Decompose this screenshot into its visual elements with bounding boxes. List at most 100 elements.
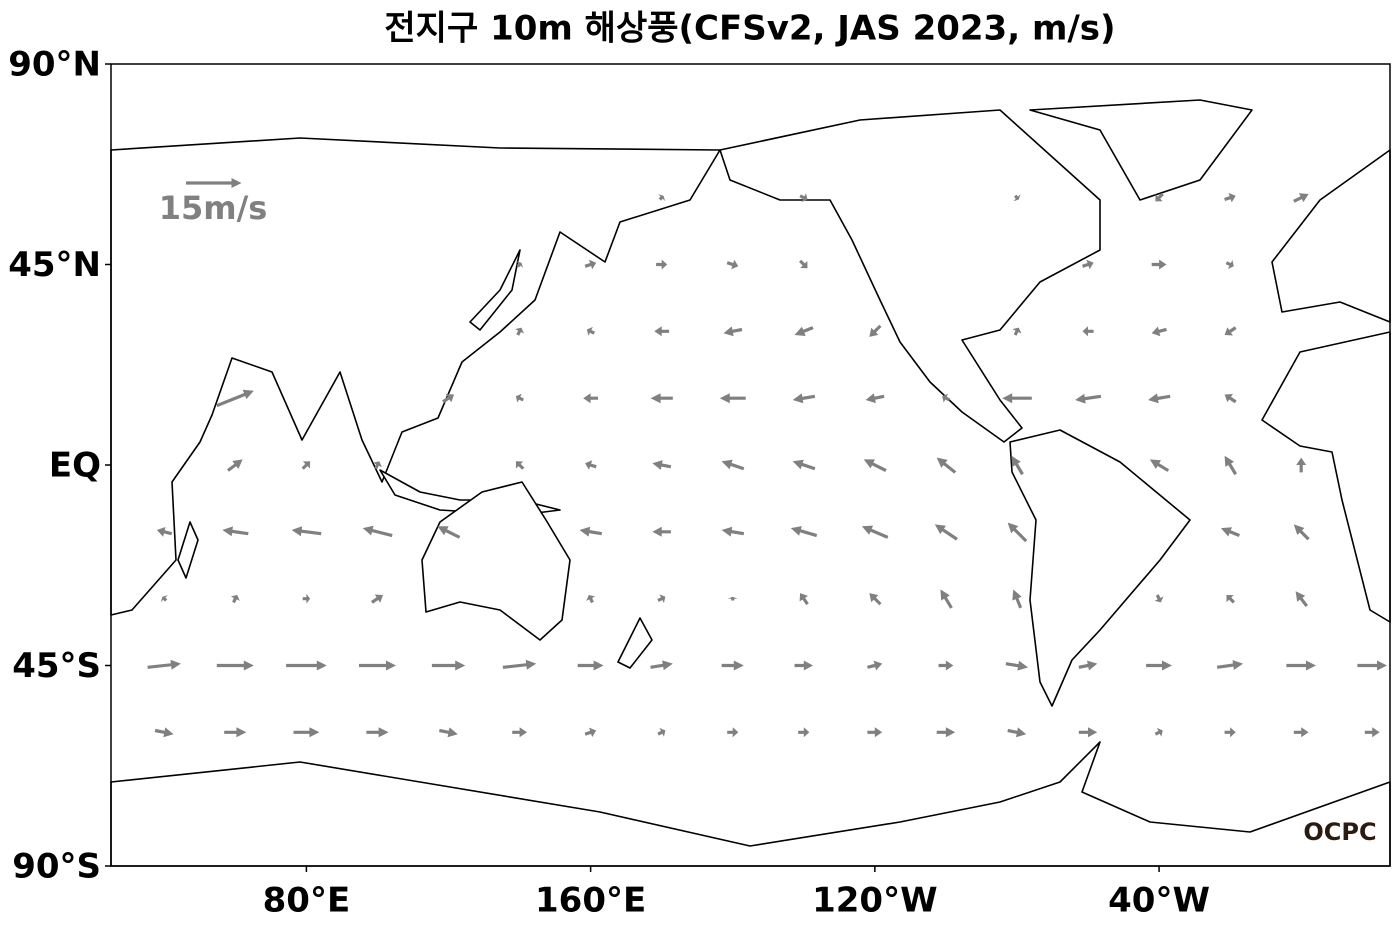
wind-vector bbox=[1293, 524, 1310, 541]
wind-vector bbox=[726, 259, 739, 270]
wind-vector bbox=[1082, 326, 1094, 337]
wind-vector bbox=[721, 526, 745, 537]
reference-label: 15m/s bbox=[159, 189, 268, 227]
wind-vector bbox=[1007, 522, 1028, 543]
wind-vector bbox=[1151, 259, 1167, 270]
wind-vector bbox=[216, 389, 254, 408]
wind-vector bbox=[1082, 259, 1094, 270]
south-america bbox=[1009, 429, 1191, 707]
y-tick-label: 90°S bbox=[12, 847, 101, 887]
wind-vector bbox=[657, 727, 666, 737]
wind-vector bbox=[1075, 393, 1102, 404]
wind-vector bbox=[1154, 727, 1163, 737]
wind-vector bbox=[869, 324, 882, 337]
wind-vector bbox=[516, 261, 524, 268]
wind-vector bbox=[216, 660, 254, 671]
wind-vector bbox=[1148, 393, 1171, 404]
wind-vector bbox=[147, 659, 181, 670]
wind-vector bbox=[1357, 660, 1387, 671]
wind-vector bbox=[1224, 394, 1237, 404]
wind-vector bbox=[586, 595, 596, 604]
wind-vector bbox=[293, 727, 320, 738]
west-africa bbox=[1261, 331, 1391, 623]
wind-vector bbox=[431, 660, 466, 671]
wind-vector bbox=[437, 526, 461, 539]
wind-vector bbox=[515, 461, 525, 470]
wind-vector bbox=[792, 393, 816, 404]
wind-vector bbox=[1078, 727, 1098, 738]
wind-vector bbox=[790, 526, 818, 538]
wind-vector bbox=[362, 525, 393, 538]
wind-vector bbox=[579, 526, 602, 537]
wind-vector bbox=[1013, 194, 1021, 202]
wind-vector bbox=[586, 326, 595, 336]
wind-vector bbox=[654, 326, 670, 337]
wind-vector bbox=[934, 524, 958, 541]
wind-vector bbox=[373, 461, 382, 470]
wind-vector bbox=[1225, 260, 1234, 269]
wind-vector bbox=[515, 327, 524, 336]
wind-vector bbox=[867, 660, 883, 671]
wind-vector bbox=[1226, 595, 1235, 604]
wind-vector bbox=[794, 326, 814, 336]
wind-vector bbox=[799, 193, 808, 203]
wind-vector bbox=[1224, 192, 1236, 203]
australia bbox=[421, 481, 571, 641]
wind-vector bbox=[940, 589, 953, 609]
wind-vector bbox=[1078, 660, 1098, 671]
wind-vector bbox=[867, 727, 883, 738]
wind-vector bbox=[1007, 727, 1027, 738]
wind-vector bbox=[502, 659, 537, 670]
wind-vectors bbox=[147, 192, 1387, 738]
wind-vector bbox=[222, 526, 249, 537]
wind-vector bbox=[1146, 660, 1172, 671]
wind-vector bbox=[799, 593, 809, 606]
wind-vector bbox=[439, 727, 458, 738]
wind-vector bbox=[727, 727, 739, 738]
wind-vector bbox=[1154, 594, 1164, 603]
wind-vector bbox=[302, 593, 311, 604]
new-zealand bbox=[617, 617, 653, 669]
wind-vector bbox=[583, 393, 598, 404]
y-tick-label: EQ bbox=[49, 446, 101, 486]
wind-vector bbox=[794, 660, 813, 671]
wind-vector bbox=[942, 393, 951, 403]
wind-vector bbox=[792, 459, 816, 471]
north-america bbox=[719, 109, 1101, 443]
japan bbox=[469, 249, 521, 331]
wind-vector bbox=[938, 660, 954, 671]
wind-vector bbox=[366, 727, 389, 738]
wind-vector bbox=[230, 595, 240, 604]
wind-vector bbox=[515, 393, 524, 403]
wind-vector bbox=[371, 594, 383, 604]
map-title: 전지구 10m 해상풍(CFSv2, JAS 2023, m/s) bbox=[384, 9, 1115, 49]
y-tick-label: 90°N bbox=[8, 45, 101, 85]
wind-vector bbox=[863, 459, 887, 472]
wind-vector bbox=[1293, 193, 1309, 203]
wind-vector bbox=[227, 459, 243, 472]
wind-vector bbox=[1364, 727, 1380, 738]
wind-vector bbox=[723, 326, 743, 337]
wind-vector bbox=[656, 259, 668, 270]
x-tick-label: 160°E bbox=[535, 881, 646, 921]
wind-vector bbox=[301, 461, 311, 470]
wind-vector bbox=[721, 459, 745, 471]
wind-vector bbox=[652, 460, 672, 470]
wind-vector bbox=[798, 727, 810, 738]
wind-vector bbox=[584, 727, 597, 738]
greenland bbox=[1029, 99, 1253, 201]
x-tick-label: 120°W bbox=[812, 881, 937, 921]
y-tick-label: 45°N bbox=[8, 245, 101, 285]
x-tick-label: 80°E bbox=[263, 881, 351, 921]
wind-vector bbox=[658, 194, 666, 202]
wind-vector bbox=[584, 259, 597, 270]
wind-vector bbox=[291, 526, 322, 537]
wind-vector bbox=[442, 394, 455, 404]
wind-vector bbox=[359, 660, 396, 671]
wind-vector bbox=[869, 593, 882, 606]
wind-vector bbox=[650, 660, 673, 671]
wind-vector bbox=[936, 457, 957, 474]
wind-vector bbox=[1224, 727, 1236, 738]
wind-vector bbox=[861, 525, 889, 539]
